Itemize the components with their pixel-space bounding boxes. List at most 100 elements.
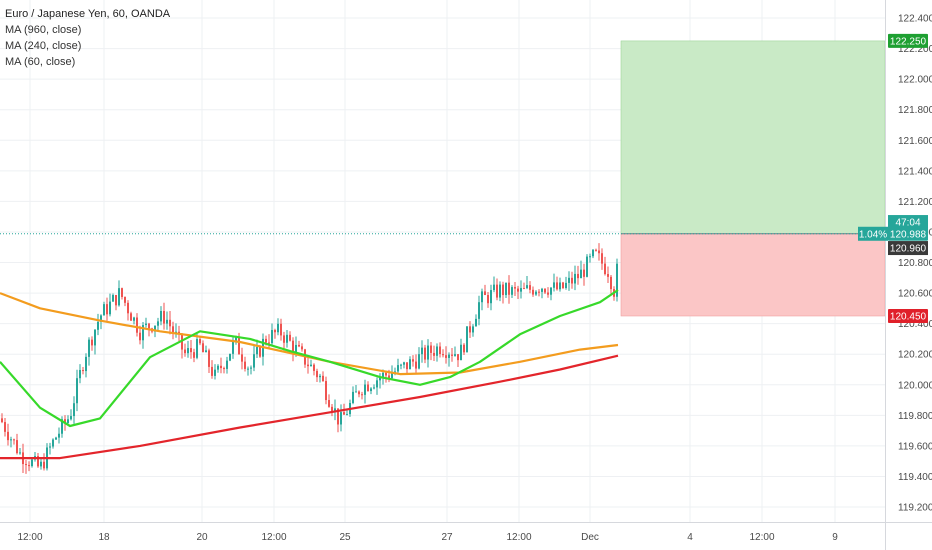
profit-zone (620, 40, 886, 235)
chart-legend: Euro / Japanese Yen, 60, OANDA MA (960, … (5, 6, 170, 70)
candle-body (268, 342, 270, 344)
legend-ma240[interactable]: MA (240, close) (5, 40, 82, 52)
candle-body (571, 277, 573, 284)
candle-body (154, 325, 156, 332)
last-price-tag: 120.960 (890, 244, 927, 255)
candle-body (592, 249, 594, 257)
symbol-title[interactable]: Euro / Japanese Yen, 60, OANDA (5, 8, 171, 20)
candle-body (37, 456, 39, 467)
moving-averages (0, 233, 885, 460)
candle-body (124, 296, 126, 303)
candle-body (58, 433, 60, 438)
candle-body (514, 287, 516, 289)
y-tick-label: 121.800 (898, 105, 932, 116)
candle-body (367, 384, 369, 392)
y-tick-label: 122.400 (898, 14, 932, 25)
candle-body (211, 366, 213, 376)
candle-body (589, 256, 591, 258)
candle-body (31, 459, 33, 467)
candle-body (235, 336, 237, 342)
candle-body (508, 282, 510, 295)
candle-body (412, 359, 414, 362)
candle-body (418, 354, 420, 369)
candle-body (133, 317, 135, 321)
candle-body (283, 335, 285, 343)
candle-body (334, 408, 336, 413)
x-tick-label: 12:00 (17, 532, 42, 543)
candle-body (70, 416, 72, 420)
candle-body (271, 330, 273, 344)
candle-body (205, 350, 207, 353)
legend-ma960[interactable]: MA (960, close) (5, 24, 82, 36)
candle-body (325, 381, 327, 401)
candle-body (355, 391, 357, 393)
candle-body (358, 391, 360, 395)
candle-body (112, 295, 114, 302)
candle-body (505, 282, 507, 296)
entry-price-tag-bg (888, 226, 928, 241)
countdown-tag-bg (888, 215, 928, 230)
candle-body (208, 350, 210, 367)
candle-body (19, 452, 21, 454)
candle-body (157, 321, 159, 326)
candle-body (523, 288, 525, 290)
candle-body (79, 370, 81, 379)
y-tick-label: 119.200 (898, 503, 932, 514)
candle-body (496, 284, 498, 298)
candle-body (475, 318, 477, 327)
candle-body (526, 285, 528, 289)
candle-body (160, 310, 162, 322)
candle-body (292, 340, 294, 353)
position-zones[interactable] (620, 40, 886, 317)
candle-body (541, 288, 543, 292)
candle-body (409, 359, 411, 370)
legend-ma60[interactable]: MA (60, close) (5, 56, 76, 68)
y-tick-label: 119.400 (898, 472, 932, 483)
candle-body (94, 329, 96, 346)
y-tick-label: 120.000 (898, 380, 932, 391)
candle-body (175, 331, 177, 333)
stop-price-tag-bg (888, 308, 928, 323)
candle-body (199, 339, 201, 344)
candle-body (130, 313, 132, 321)
candle-body (499, 284, 501, 298)
candle-body (289, 334, 291, 341)
candle-body (214, 369, 216, 376)
candle-body (310, 364, 312, 367)
candle-body (76, 378, 78, 404)
candle-body (331, 406, 333, 413)
entry-price-tag: 120.988 (890, 229, 927, 240)
y-tick-label: 121.400 (898, 166, 932, 177)
candle-body (481, 291, 483, 303)
candle-body (604, 263, 606, 275)
candle-body (10, 439, 12, 441)
candle-body (373, 387, 375, 389)
candle-body (553, 282, 555, 288)
candle-body (49, 446, 51, 448)
candle-body (379, 377, 381, 381)
candle-body (352, 391, 354, 403)
candle-body (460, 344, 462, 361)
candle-body (391, 373, 393, 379)
candle-body (61, 419, 63, 434)
candle-body (241, 354, 243, 362)
candle-body (478, 302, 480, 319)
candle-body (55, 437, 57, 440)
candle-body (445, 355, 447, 358)
candles (1, 243, 618, 474)
candle-body (202, 343, 204, 353)
candle-body (364, 384, 366, 395)
candle-body (64, 419, 66, 424)
candle-body (169, 319, 171, 327)
candle-body (397, 365, 399, 372)
last-price-tag-bg (888, 241, 928, 256)
candle-body (277, 323, 279, 333)
candle-body (529, 285, 531, 290)
loss-zone (620, 233, 886, 317)
candle-body (370, 388, 372, 392)
x-tick-label: 18 (98, 532, 110, 543)
candle-body (385, 372, 387, 376)
candle-body (382, 372, 384, 378)
candle-body (574, 273, 576, 284)
